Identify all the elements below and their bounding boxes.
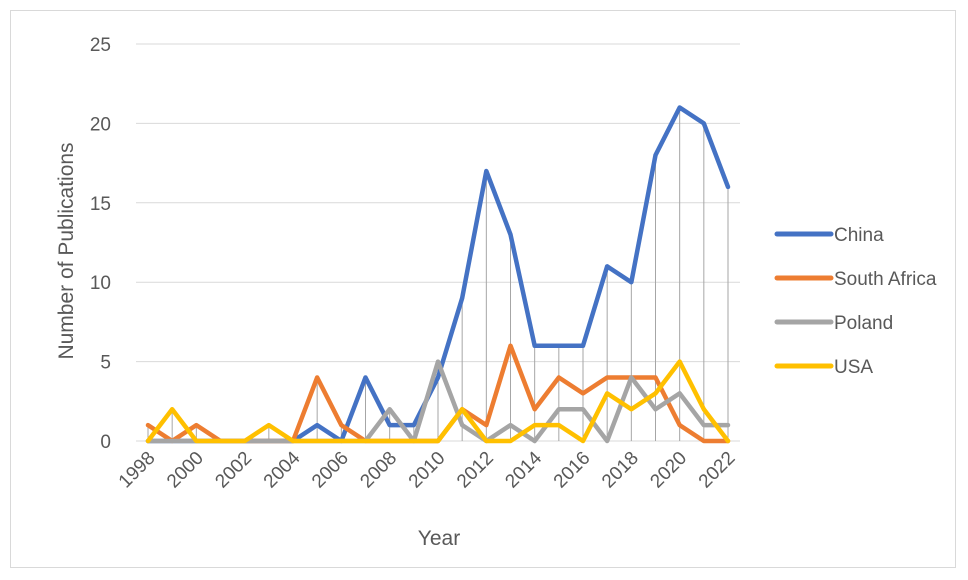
y-axis-ticks: 0 5 10 15 20 25: [90, 35, 111, 453]
y-tick-label: 25: [90, 35, 111, 56]
x-axis-label: Year: [418, 527, 460, 550]
x-tick-label: 2012: [453, 448, 498, 493]
x-tick-label: 2002: [211, 448, 256, 493]
x-tick-label: 2018: [598, 448, 643, 493]
legend: China South Africa Poland USA: [774, 225, 937, 378]
y-tick-label: 5: [100, 353, 111, 374]
x-tick-label: 2006: [308, 448, 353, 493]
drop-lines: [147, 107, 729, 441]
series-line-usa: [145, 359, 731, 444]
y-tick-label: 10: [90, 273, 111, 294]
legend-label: China: [834, 225, 884, 246]
x-tick-label: 2000: [163, 448, 208, 493]
series-lines: [145, 105, 731, 444]
y-axis-label: Number of Publications: [55, 142, 78, 359]
chart-frame: 0 5 10 15 20 25 1998 2000 2002 2004 2006 2008 2010 2…: [10, 10, 956, 568]
gridlines: [136, 43, 740, 442]
x-tick-label: 1998: [115, 448, 160, 493]
x-tick-label: 2020: [646, 448, 691, 493]
legend-label: USA: [834, 357, 873, 378]
y-tick-label: 15: [90, 194, 111, 215]
x-tick-label: 2004: [260, 447, 305, 492]
x-axis-ticks: 1998 2000 2002 2004 2006 2008 2010 2012 2014 2016…: [115, 447, 740, 492]
x-tick-label: 2014: [501, 447, 546, 492]
y-tick-label: 20: [90, 114, 111, 135]
x-tick-label: 2008: [356, 448, 401, 493]
y-tick-label: 0: [100, 432, 111, 453]
legend-label: South Africa: [834, 269, 937, 290]
x-tick-label: 2016: [550, 448, 595, 493]
x-tick-label: 2022: [695, 448, 740, 493]
x-tick-label: 2010: [405, 448, 450, 493]
legend-label: Poland: [834, 313, 893, 334]
